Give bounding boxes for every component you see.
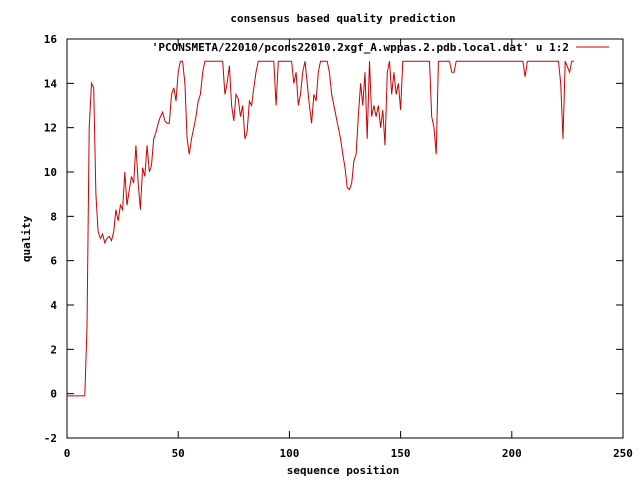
x-tick-label: 100 xyxy=(279,447,299,460)
y-tick-label: 10 xyxy=(44,166,57,179)
x-tick-label: 0 xyxy=(64,447,71,460)
legend-label: 'PCONSMETA/22010/pcons22010.2xgf_A.wppas… xyxy=(152,41,569,54)
x-tick-label: 150 xyxy=(391,447,411,460)
y-axis-ticks: -2 0 2 4 6 8 10 12 14 16 xyxy=(44,33,623,445)
x-tick-label: 250 xyxy=(613,447,633,460)
x-axis-label: sequence position xyxy=(287,464,400,477)
y-tick-label: 8 xyxy=(50,210,57,223)
y-tick-label: 0 xyxy=(50,388,57,401)
y-tick-label: 16 xyxy=(44,33,58,46)
x-tick-label: 50 xyxy=(172,447,185,460)
plot-frame xyxy=(66,38,624,439)
y-tick-label: -2 xyxy=(44,432,57,445)
chart-title: consensus based quality prediction xyxy=(230,12,455,25)
y-tick-label: 2 xyxy=(50,343,57,356)
y-tick-label: 6 xyxy=(50,255,57,268)
x-axis-ticks: 0 50 100 150 200 250 xyxy=(64,39,633,460)
y-axis-label: quality xyxy=(20,215,33,262)
legend: 'PCONSMETA/22010/pcons22010.2xgf_A.wppas… xyxy=(152,41,609,54)
series-line xyxy=(67,60,575,397)
x-tick-label: 200 xyxy=(502,447,522,460)
y-tick-label: 12 xyxy=(44,122,57,135)
y-tick-label: 14 xyxy=(44,77,58,90)
y-tick-label: 4 xyxy=(50,299,57,312)
